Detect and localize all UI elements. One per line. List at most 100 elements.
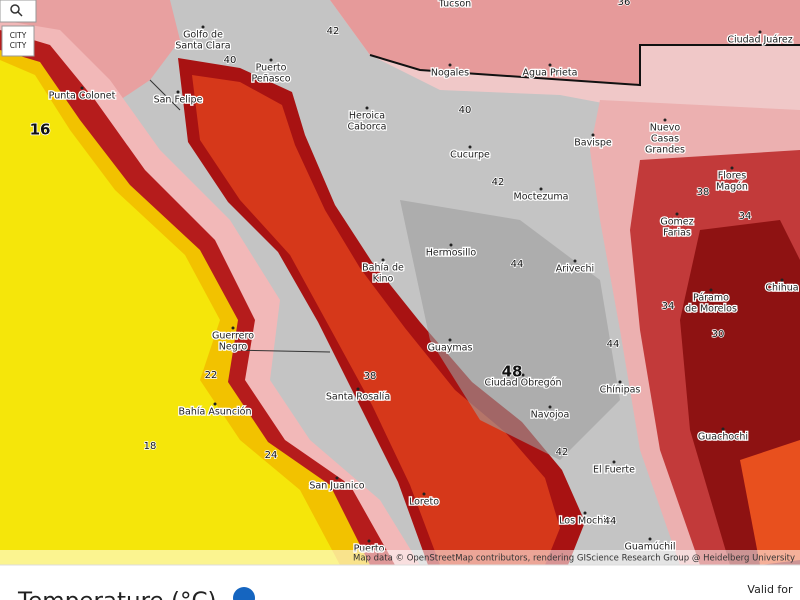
city-label: Navojoa (531, 410, 570, 421)
contour-label: 42 (492, 177, 505, 188)
city-label: Guerrero (212, 331, 254, 342)
city-dot (448, 63, 452, 67)
city-label: Tucson (438, 0, 471, 10)
city-label: Guachochi (698, 432, 748, 443)
city-dot (648, 537, 652, 541)
border (369, 44, 800, 87)
city-label: Ciudad Obregón (484, 378, 561, 389)
contour-label: 44 (604, 516, 617, 527)
city-label: Loreto (409, 497, 439, 508)
city-dot (780, 278, 784, 282)
city-dot (335, 476, 339, 480)
city-label: Puerto (256, 63, 287, 74)
contour-label: 34 (739, 211, 752, 222)
city-label: Páramo (693, 293, 729, 304)
city-label: Santa Rosalía (326, 392, 390, 403)
city-dot (573, 259, 577, 263)
city-dot (758, 30, 762, 34)
contour-label: 38 (697, 187, 710, 198)
cool-land (400, 200, 620, 460)
city-button[interactable] (1, 25, 35, 57)
state-border (149, 79, 331, 353)
contour-label: 22 (205, 370, 218, 381)
city-label: Hermosillo (426, 248, 477, 259)
city-label: de Morelos (685, 304, 737, 315)
zoom-icon (10, 4, 20, 14)
city-label: Golfo de (183, 30, 223, 41)
attribution: Map data © OpenStreetMap contributors, r… (353, 554, 795, 564)
city-label: Nuevo (650, 123, 681, 134)
contour-label: 30 (712, 329, 725, 340)
contour-label: 24 (265, 450, 278, 461)
city-dot (539, 187, 543, 191)
city-dot (618, 380, 622, 384)
city-dot (583, 511, 587, 515)
city-label: Heroica (349, 111, 385, 122)
panel (0, 565, 800, 600)
city-dot (468, 145, 472, 149)
city-label: Agua Prieta (523, 68, 578, 79)
city-dot (356, 387, 360, 391)
city-dot (269, 58, 273, 62)
pacific-cool (0, 60, 340, 565)
contour-label: 44 (511, 259, 524, 270)
city-label: Moctezuma (514, 192, 569, 203)
city-label: Grandes (645, 145, 685, 156)
city-label: Caborca (347, 122, 386, 133)
contour-label: 34 (662, 301, 675, 312)
panel-title: Temperature (°C) (17, 589, 217, 600)
city-dot (213, 402, 217, 406)
city-dot (591, 133, 595, 137)
city-dot (201, 25, 205, 29)
city-label: Bahía Asunción (178, 407, 251, 418)
city-dot (612, 460, 616, 464)
city-dot (449, 243, 453, 247)
contour-label: 48 (502, 363, 523, 381)
city-dot (709, 288, 713, 292)
contour-label: 42 (327, 26, 340, 37)
contour-label: 36 (618, 0, 631, 8)
city-label: Cucurpe (450, 150, 490, 161)
city-label: Santa Clara (175, 41, 230, 52)
city-dot (675, 212, 679, 216)
contour-label: 40 (224, 55, 237, 66)
attribution-bg (0, 550, 800, 565)
city-label: Arivechi (556, 264, 594, 275)
city-dot (422, 492, 426, 496)
city-label: Bahía de (362, 263, 404, 274)
city-label: Kino (373, 274, 394, 285)
city-label: Ciudad Juárez (727, 35, 792, 46)
city-dot (448, 338, 452, 342)
north-pacific-warm (0, 0, 180, 100)
city-label: Gomez (660, 217, 693, 228)
info-icon[interactable] (233, 587, 255, 600)
city-label: El Fuerte (593, 465, 635, 476)
city-button-label: CITY (10, 31, 27, 40)
warm-us (330, 0, 800, 85)
city-dot (80, 86, 84, 90)
city-label: Los Mochis (559, 516, 611, 527)
contour-label: 18 (144, 441, 157, 452)
contour-label: 16 (30, 121, 51, 139)
city-label: Peñasco (251, 74, 290, 85)
city-label: San Juanico (309, 481, 364, 492)
contour-label: 42 (556, 447, 569, 458)
city-label: Bavispe (574, 138, 612, 149)
contour-label: 40 (459, 105, 472, 116)
city-label: Farias (663, 228, 691, 239)
city-label: Magón (716, 182, 748, 193)
city-label: Negro (219, 342, 248, 353)
city-dot (176, 90, 180, 94)
city-dot (381, 258, 385, 262)
gulf-inner (192, 75, 560, 565)
city-dot (521, 373, 525, 377)
extreme-east (740, 440, 800, 565)
city-dot (721, 427, 725, 431)
city-label: Flores (718, 171, 746, 182)
city-dot (730, 166, 734, 170)
city-dot (548, 405, 552, 409)
city-label: Chínipas (600, 385, 641, 396)
city-label: Casas (651, 134, 679, 145)
